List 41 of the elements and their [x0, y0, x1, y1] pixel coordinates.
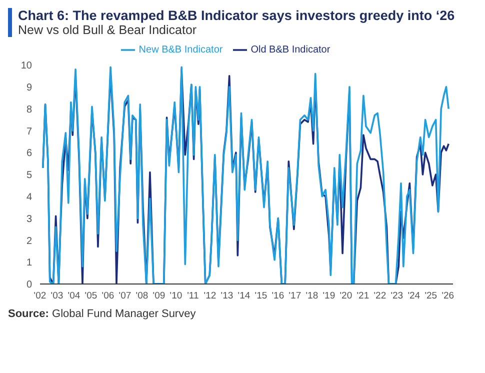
x-tick-label: '22 — [374, 290, 386, 302]
x-tick-label: '08 — [136, 290, 148, 302]
x-tick-label: '03 — [50, 290, 64, 302]
chart-title: Chart 6: The revamped B&B Indicator says investors greedy into ‘26 — [18, 8, 456, 23]
x-tick-label: '06 — [102, 290, 114, 302]
x-tick-label: '10 — [170, 290, 182, 302]
source-note: Source: Global Fund Manager Survey — [8, 308, 197, 320]
y-tick-label: 8 — [26, 104, 32, 116]
x-tick-label: '02 — [34, 290, 46, 302]
x-tick-label: '14 — [238, 290, 250, 302]
x-tick-label: '04 — [68, 290, 80, 302]
x-tick-label: '21 — [356, 290, 370, 302]
x-tick-label: '16 — [272, 290, 284, 302]
y-tick-label: 4 — [26, 192, 32, 203]
y-tick-label: 7 — [26, 126, 32, 138]
x-tick-label: '20 — [340, 290, 352, 302]
y-tick-label: 9 — [26, 82, 32, 94]
y-tick-label: 3 — [26, 214, 32, 225]
y-tick-label: 1 — [26, 258, 32, 269]
y-tick-label: 0 — [26, 280, 32, 291]
y-tick-label: 10 — [20, 60, 32, 72]
x-tick-label: '12 — [204, 290, 216, 302]
x-tick-label: '09 — [152, 290, 166, 302]
y-tick-label: 5 — [26, 170, 32, 182]
x-tick-label: '23 — [390, 290, 404, 302]
x-tick-label: '26 — [442, 290, 454, 302]
x-tick-label: '25 — [424, 290, 438, 302]
chart-subtitle: New vs old Bull & Bear Indicator — [18, 23, 198, 37]
legend-label: New B&B Indicator — [138, 44, 223, 56]
y-tick-label: 2 — [26, 236, 32, 247]
x-tick-label: '19 — [322, 290, 336, 302]
x-tick-label: '17 — [288, 290, 302, 302]
x-tick-label: '13 — [220, 290, 234, 302]
x-tick-label: '18 — [306, 290, 318, 302]
x-tick-label: '24 — [408, 290, 420, 302]
x-tick-label: '11 — [187, 290, 199, 302]
y-tick-label: 6 — [26, 148, 32, 160]
x-tick-label: '05 — [84, 290, 98, 302]
x-tick-label: '07 — [118, 290, 132, 302]
legend-label: Old B&B Indicator — [250, 44, 330, 56]
x-tick-label: '15 — [254, 290, 268, 302]
